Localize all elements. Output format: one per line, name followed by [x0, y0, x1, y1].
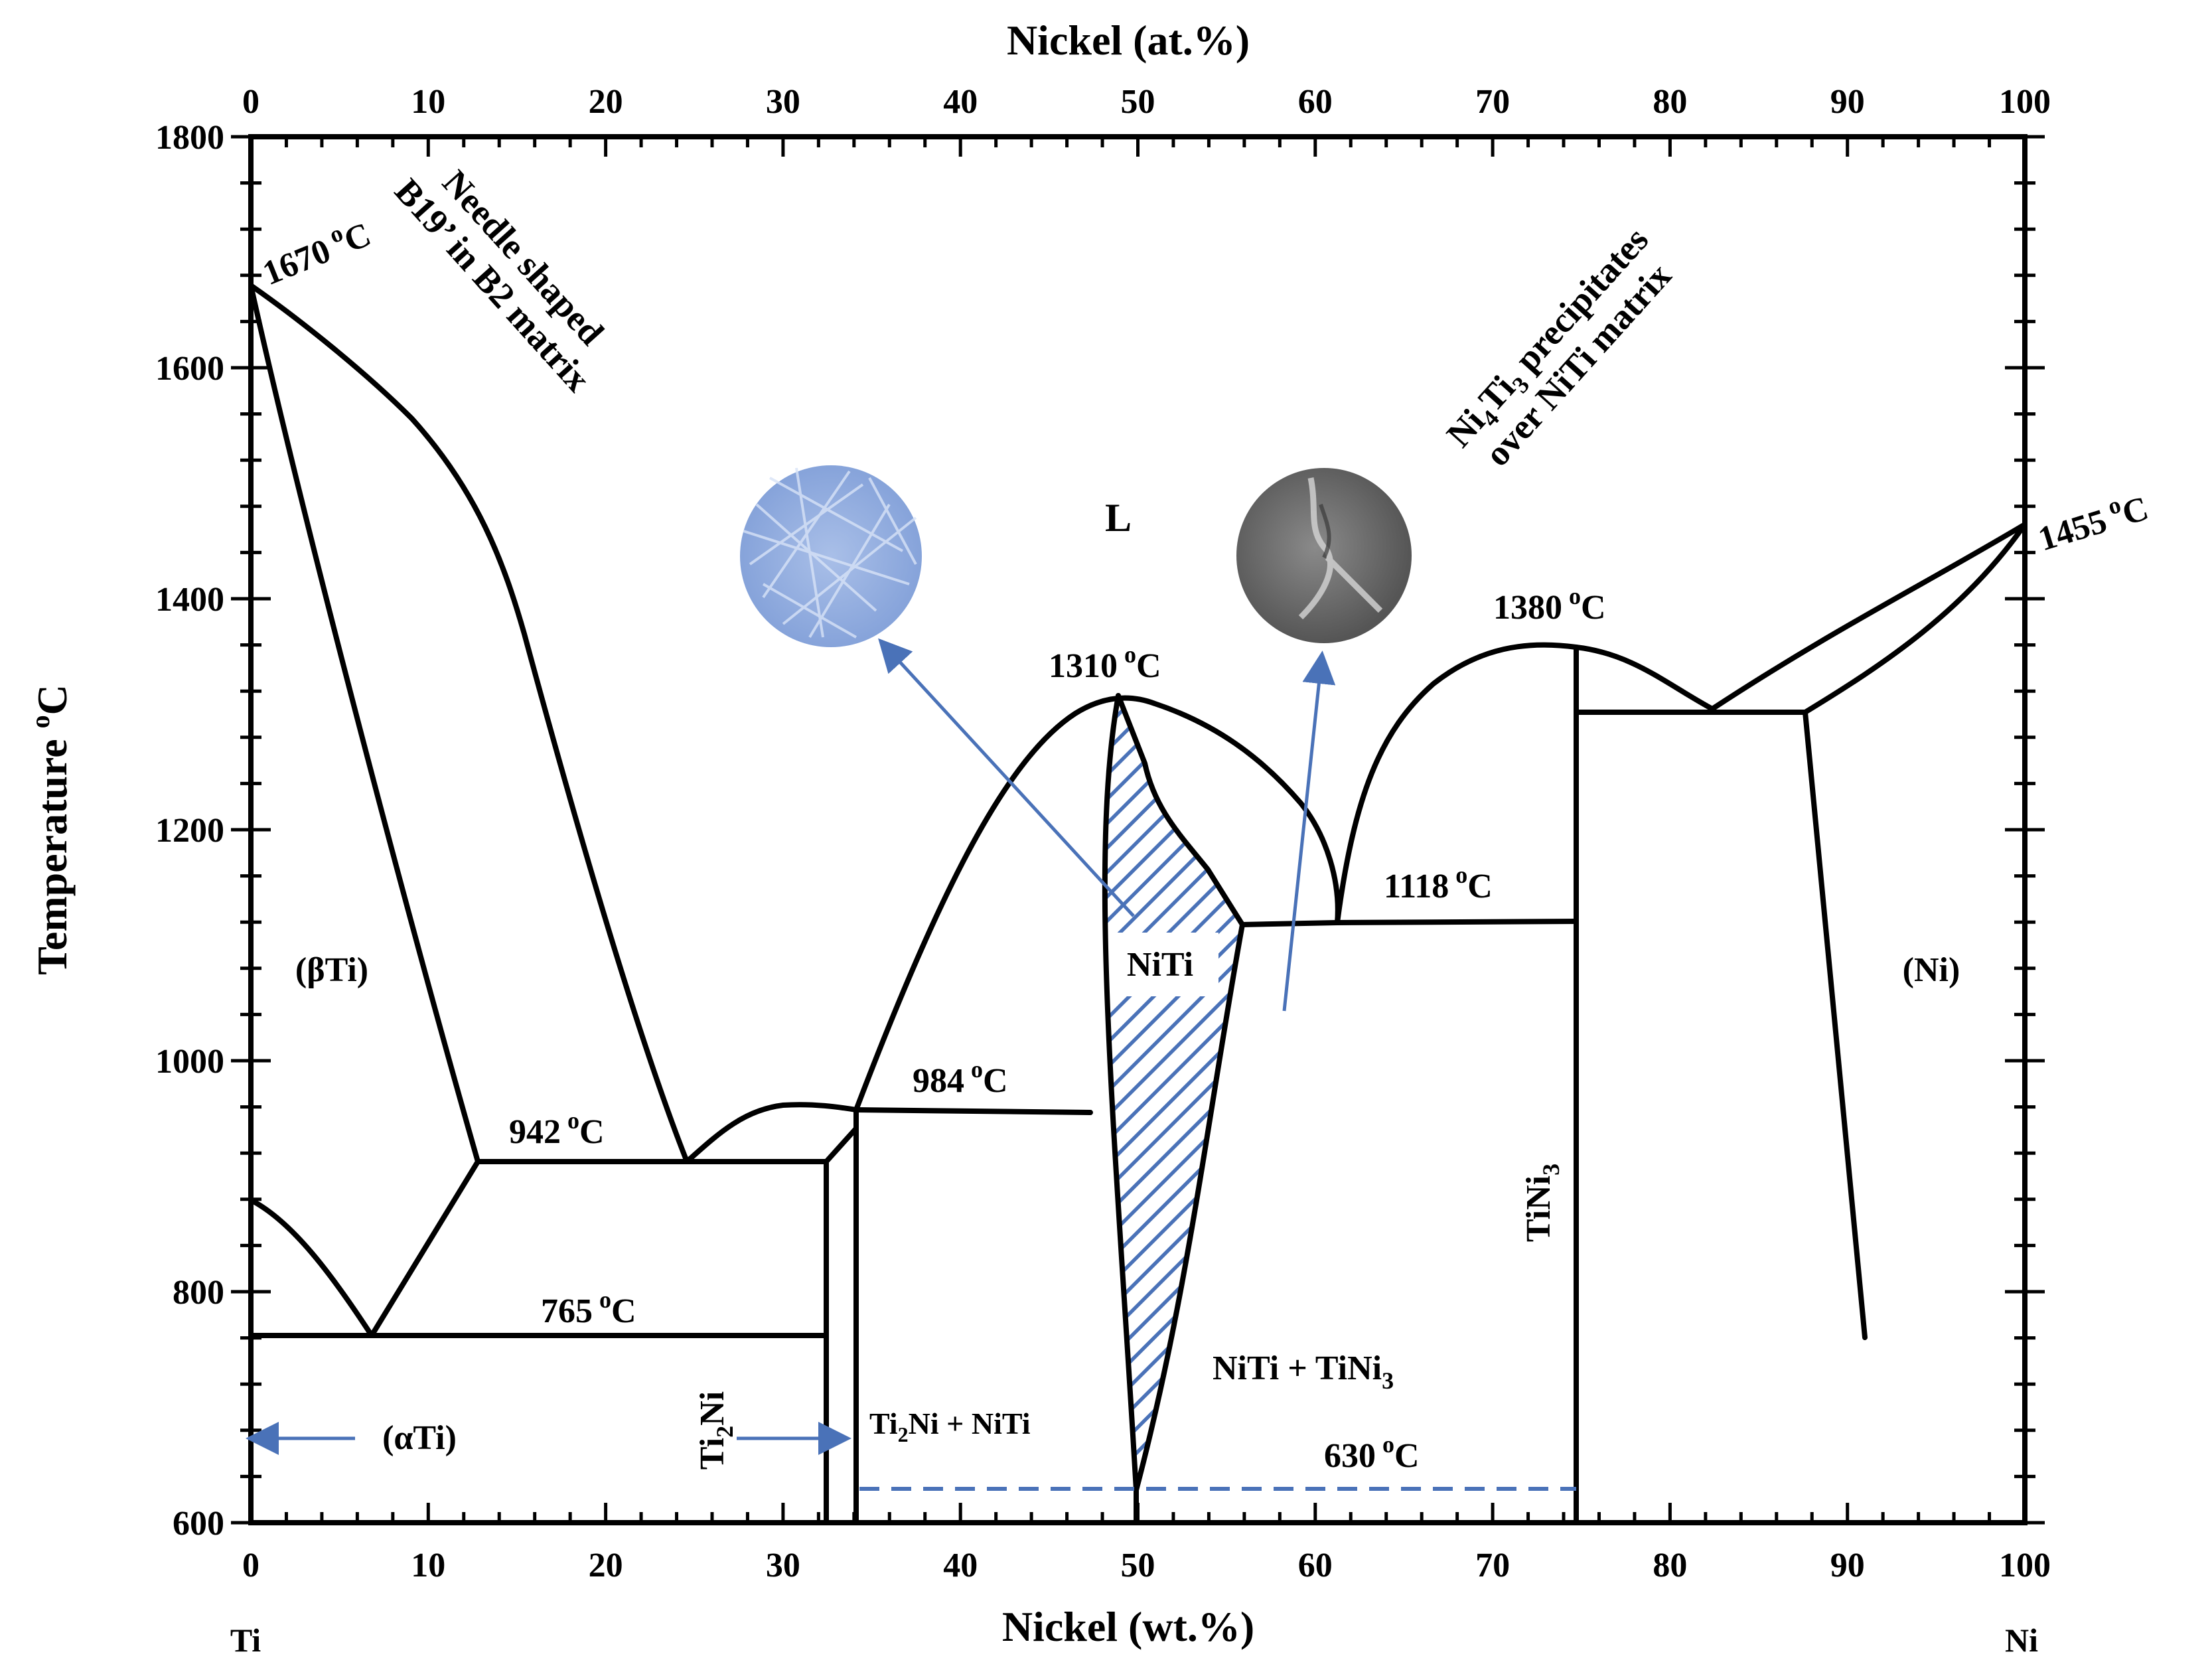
x-tick-label-top: 90: [1830, 83, 1865, 121]
svg-text:1670oC: 1670oC: [256, 210, 376, 293]
phase-niti: NiTi: [1127, 946, 1193, 984]
arrow-to-needle-image: [878, 638, 1135, 917]
x-tick-label-top: 50: [1121, 83, 1155, 121]
y-tick-label: 1800: [155, 119, 224, 157]
temp-1670-label: 1670oC: [256, 210, 376, 293]
x-tick-label-bottom: 80: [1653, 1547, 1687, 1584]
phase-niti-tini3: NiTi + TiNi3: [1213, 1349, 1394, 1394]
ti2ni-liquidus: [684, 1102, 859, 1164]
x-tick-label-top: 80: [1653, 83, 1687, 121]
tini3-liquidus: [1335, 642, 1715, 925]
element-ti-label: Ti: [230, 1622, 261, 1659]
svg-text:1455oC: 1455oC: [2032, 484, 2152, 559]
temp-1310-label: 1310 oC: [1049, 641, 1161, 685]
bottom-axis-title: Nickel (wt.%): [1002, 1603, 1254, 1650]
x-tick-label-bottom: 40: [943, 1547, 978, 1584]
phase-liquid: L: [1105, 496, 1132, 540]
x-tick-label-bottom: 0: [242, 1547, 259, 1584]
annotation-precipitates: Ni4Ti3 precipitates over NiTi matrix: [1439, 220, 1679, 474]
x-tick-label-bottom: 100: [1999, 1547, 2051, 1584]
temp-942-label: 942 oC: [509, 1107, 605, 1151]
temp-1118-label: 1118 oC: [1384, 862, 1493, 905]
x-tick-label-top: 10: [411, 83, 445, 121]
x-tick-label-top: 40: [943, 83, 978, 121]
phase-ni: (Ni): [1903, 951, 1960, 989]
svg-text:TiNi3: TiNi3: [1520, 1164, 1564, 1242]
y-tick-label: 1400: [155, 581, 224, 619]
needle-micrograph-image: [740, 465, 922, 647]
y-tick-label: 1200: [155, 812, 224, 850]
niti-liquidus: [853, 695, 1341, 1112]
y-tick-label: 600: [173, 1505, 224, 1543]
phase-tini3-vertical: TiNi3: [1520, 1164, 1564, 1242]
niti-label-bg: [1102, 933, 1218, 996]
y-tick-label: 1600: [155, 350, 224, 388]
x-tick-label-bottom: 50: [1121, 1547, 1155, 1584]
axis-ticks: [231, 135, 2045, 1525]
phase-ti2ni-vertical: Ti2Ni: [694, 1391, 738, 1470]
temp-1455-label: 1455oC: [2032, 484, 2153, 559]
top-axis-title: Nickel (at.%): [1007, 17, 1250, 64]
phase-boundaries: [248, 283, 2028, 1525]
temp-765-label: 765 oC: [541, 1286, 636, 1330]
temp-630-label: 630 oC: [1324, 1431, 1420, 1475]
tick-labels: 0 0 10 10 20 20 30 30 40 40 50 50 60 60 70 70 80 80 90 90 10…: [155, 83, 2051, 1584]
ni-liquidus: [1710, 522, 2028, 712]
x-tick-label-bottom: 90: [1830, 1547, 1865, 1584]
ni-solidus: [1803, 522, 2028, 715]
x-tick-label-bottom: 70: [1475, 1547, 1510, 1584]
x-tick-label-bottom: 20: [589, 1547, 623, 1584]
element-ni-label: Ni: [2005, 1622, 2038, 1659]
ni-solvus: [1803, 710, 1868, 1340]
y-axis-title: TemperatureoC: [25, 684, 76, 975]
svg-text:TemperatureoC: TemperatureoC: [25, 684, 76, 975]
x-tick-label-top: 0: [242, 83, 259, 121]
x-tick-label-bottom: 30: [766, 1547, 800, 1584]
niti-hatched-region: [1104, 696, 1242, 1490]
niti-left-solvus: [1102, 693, 1139, 1493]
svg-text:Ti2Ni: Ti2Ni: [694, 1391, 738, 1470]
beta-liquidus-left: [248, 283, 690, 1164]
line-984: [853, 1107, 1093, 1115]
niti-right-solvus: [1116, 693, 1245, 1493]
x-tick-label-top: 30: [766, 83, 800, 121]
phase-ti2ni-niti: Ti2Ni + NiTi: [869, 1407, 1031, 1446]
phase-alpha-ti: (αTi): [382, 1419, 457, 1457]
precipitate-micrograph-image: [1236, 468, 1412, 643]
y-tick-label: 800: [173, 1274, 224, 1312]
phase-beta-ti: (βTi): [295, 951, 368, 989]
eutectoid-left: [248, 1159, 480, 1338]
temp-1380-label: 1380 oC: [1493, 583, 1606, 627]
annotation-needle-shaped: Needle shaped B19’ in B2 matrix: [387, 163, 611, 400]
y-tick-label: 1000: [155, 1043, 224, 1081]
x-tick-label-top: 100: [1999, 83, 2051, 121]
arrow-to-precipitate-image: [1282, 650, 1336, 1012]
beta-solidus-left: [248, 283, 480, 1164]
x-tick-label-top: 20: [589, 83, 623, 121]
x-tick-label-bottom: 60: [1298, 1547, 1333, 1584]
x-tick-label-top: 60: [1298, 83, 1333, 121]
ti2ni-peak-join: [824, 1126, 859, 1164]
x-tick-label-bottom: 10: [411, 1547, 445, 1584]
x-tick-label-top: 70: [1475, 83, 1510, 121]
temp-984-label: 984 oC: [913, 1056, 1008, 1100]
